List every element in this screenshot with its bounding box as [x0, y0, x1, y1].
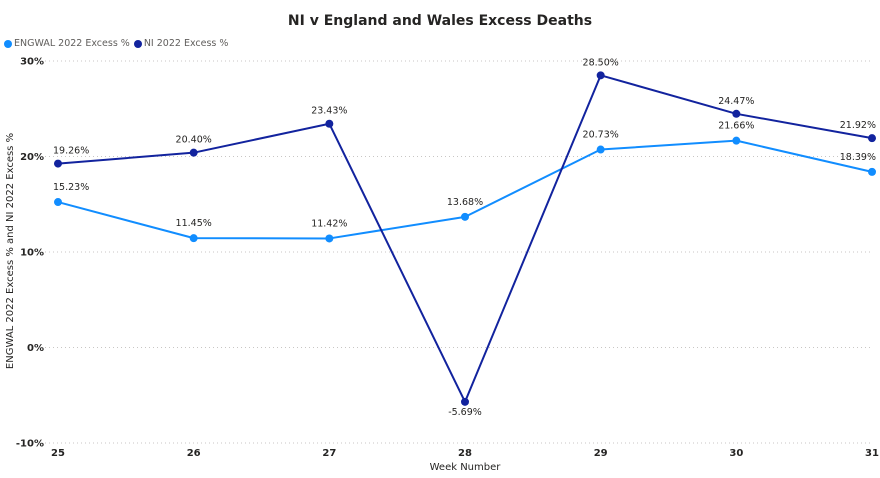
data-label-ni: 23.43% — [311, 106, 347, 117]
data-label-engwal: 15.23% — [53, 182, 89, 193]
data-point-engwal[interactable] — [325, 234, 334, 243]
y-tick-label: 0% — [27, 343, 44, 354]
x-tick-label: 31 — [865, 448, 879, 459]
x-tick-label: 27 — [322, 448, 336, 459]
data-point-ni[interactable] — [732, 109, 741, 118]
data-label-engwal: 11.45% — [176, 218, 212, 229]
data-point-ni[interactable] — [596, 71, 605, 80]
x-tick-label: 29 — [594, 448, 608, 459]
y-tick-label: 10% — [20, 248, 44, 259]
y-axis-title: ENGWAL 2022 Excess % and NI 2022 Excess … — [5, 133, 16, 369]
data-label-ni: -5.69% — [448, 407, 482, 418]
legend-marker-engwal — [4, 39, 12, 48]
data-point-engwal[interactable] — [461, 212, 469, 221]
legend-item-engwal[interactable]: ENGWAL 2022 Excess % — [4, 38, 130, 49]
data-label-ni: 21.92% — [840, 120, 876, 131]
data-point-engwal[interactable] — [189, 234, 198, 243]
data-point-ni[interactable] — [868, 134, 876, 143]
data-label-engwal: 18.39% — [840, 152, 876, 163]
data-label-engwal: 11.42% — [311, 218, 347, 229]
y-tick-label: 20% — [20, 152, 44, 163]
data-point-engwal[interactable] — [54, 198, 62, 207]
data-point-engwal[interactable] — [596, 145, 605, 154]
data-point-ni[interactable] — [461, 397, 469, 406]
data-label-engwal: 21.66% — [718, 121, 754, 132]
legend: ENGWAL 2022 Excess % NI 2022 Excess % — [4, 38, 228, 49]
y-axis-ticks: 30% 20% 10% 0% -10% — [16, 57, 44, 450]
data-point-engwal[interactable] — [732, 136, 741, 145]
legend-item-ni[interactable]: NI 2022 Excess % — [133, 38, 229, 49]
x-tick-label: 26 — [187, 448, 201, 459]
data-label-ni: 28.50% — [583, 57, 619, 68]
data-label-engwal: 13.68% — [447, 197, 483, 208]
legend-label-ni: NI 2022 Excess % — [143, 38, 229, 49]
x-tick-label: 30 — [729, 448, 743, 459]
legend-marker-ni — [133, 39, 142, 48]
data-label-engwal: 20.73% — [583, 130, 619, 141]
data-point-engwal[interactable] — [868, 167, 876, 176]
gridlines — [45, 60, 872, 444]
data-point-ni[interactable] — [189, 148, 198, 157]
data-label-ni: 19.26% — [53, 146, 89, 157]
x-axis-title: Week Number — [430, 462, 502, 473]
x-axis-ticks: 25 26 27 28 29 30 31 — [51, 448, 879, 459]
x-tick-label: 28 — [458, 448, 472, 459]
y-tick-label: -10% — [16, 439, 44, 450]
y-tick-label: 30% — [20, 57, 44, 68]
data-labels: 15.23% 11.45% 11.42% 13.68% 20.73% 21.66% 18.3… — [53, 57, 876, 418]
data-point-ni[interactable] — [325, 119, 334, 128]
data-label-ni: 20.40% — [176, 135, 212, 146]
data-label-ni: 24.47% — [718, 96, 754, 107]
legend-label-engwal: ENGWAL 2022 Excess % — [14, 38, 130, 49]
series-group — [54, 71, 876, 406]
data-point-ni[interactable] — [54, 159, 62, 168]
x-tick-label: 25 — [51, 448, 65, 459]
chart-title: NI v England and Wales Excess Deaths — [287, 13, 593, 29]
